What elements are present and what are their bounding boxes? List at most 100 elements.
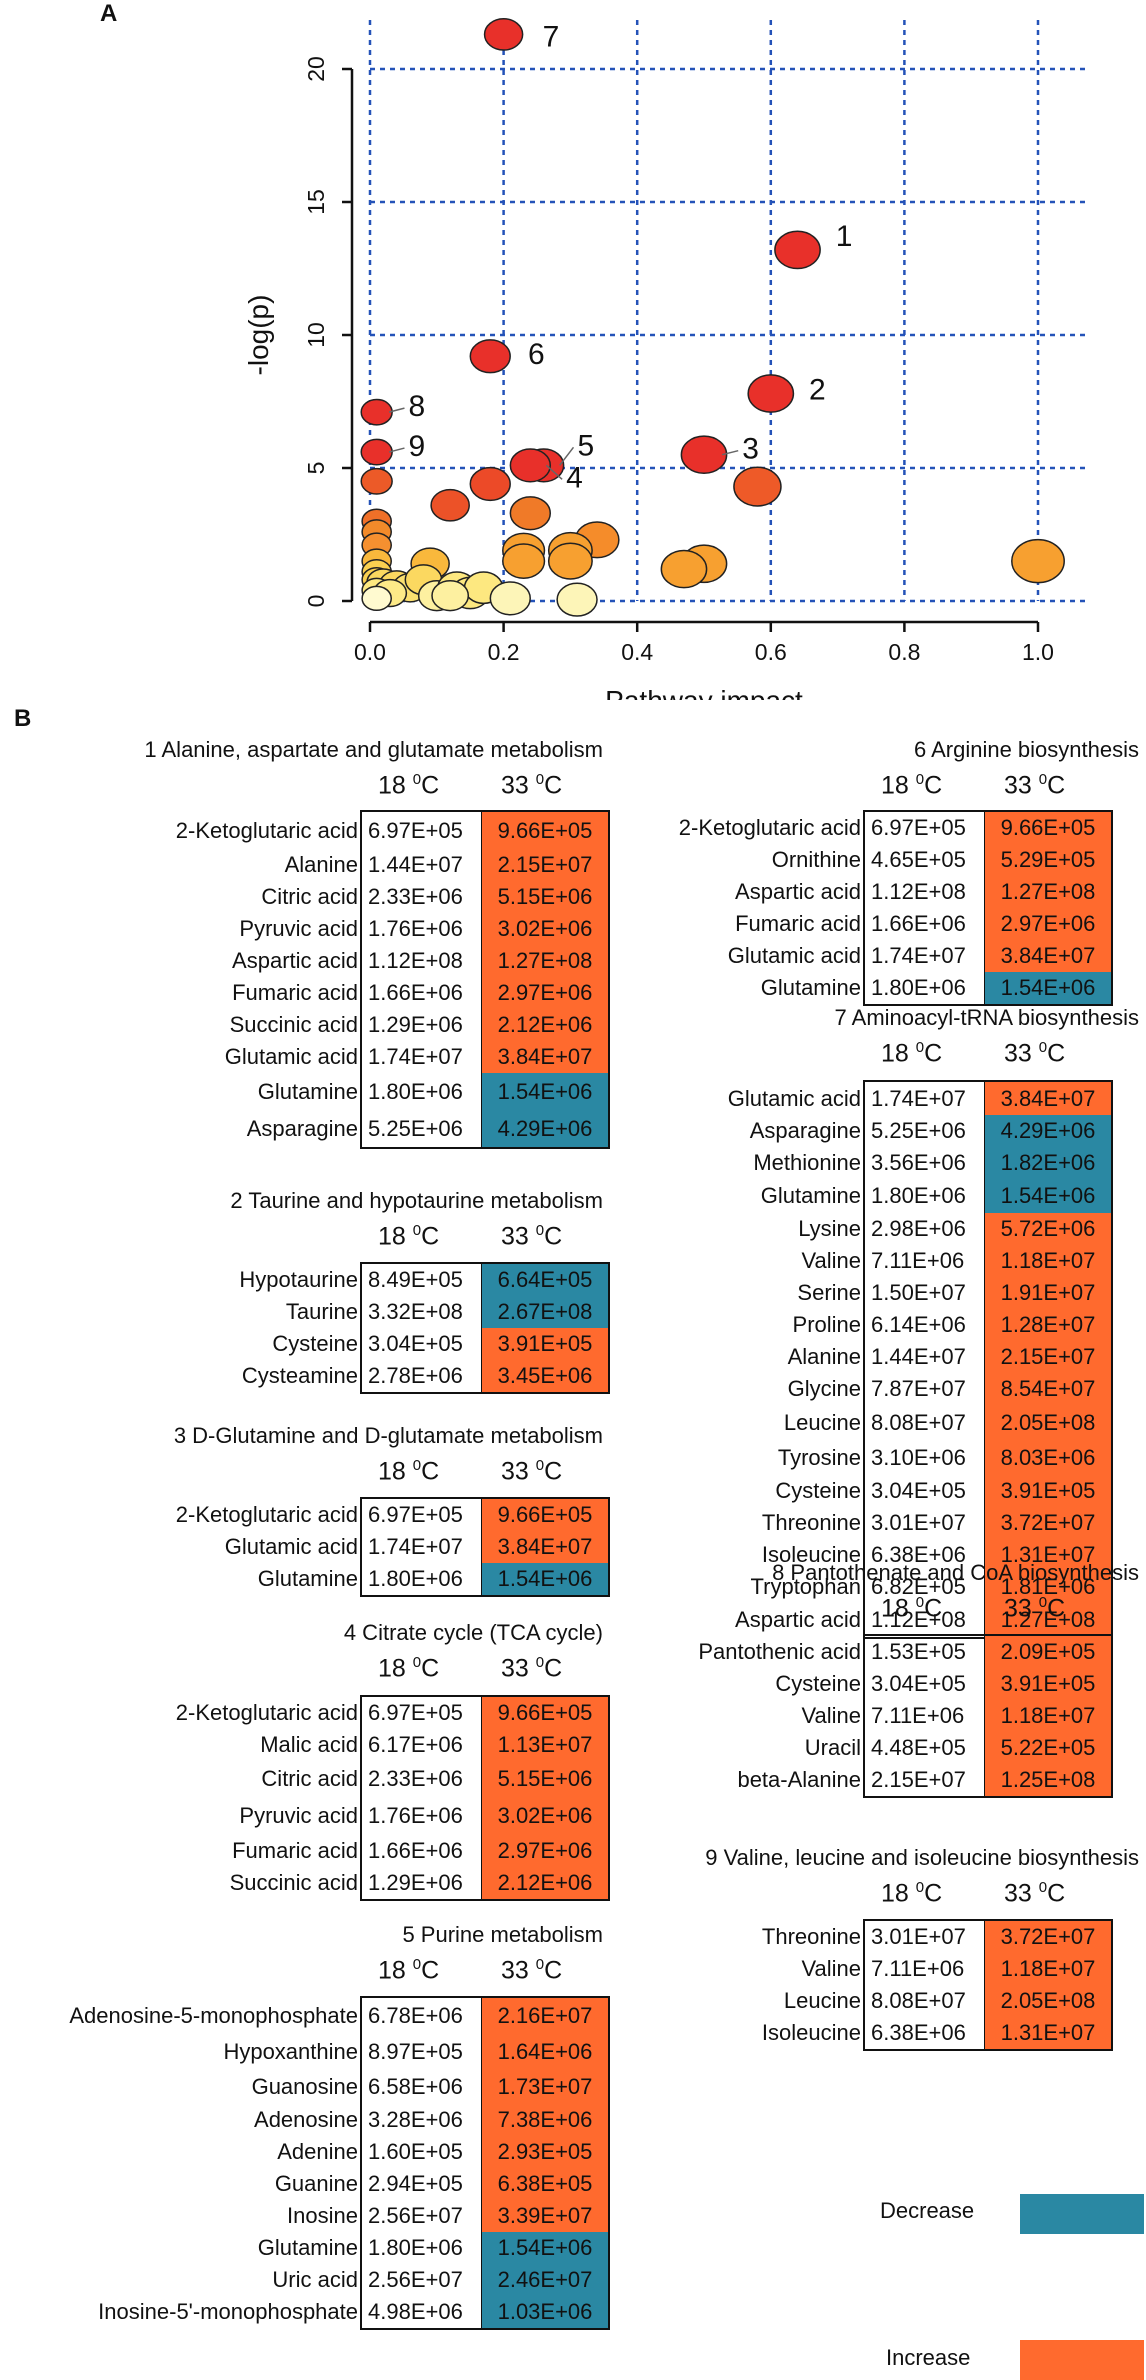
temperature-header: 33 0C bbox=[501, 1222, 563, 1251]
table-row: Alanine 1.44E+07 2.15E+07 bbox=[285, 849, 608, 881]
value-18c: 3.32E+08 bbox=[362, 1296, 482, 1328]
value-33c: 8.03E+06 bbox=[985, 1441, 1111, 1475]
table-row: Tryptophan 6.82E+05 1.81E+06 bbox=[751, 1571, 1111, 1603]
value-18c: 7.11E+06 bbox=[865, 1245, 985, 1277]
value-33c: 4.29E+06 bbox=[482, 1110, 608, 1147]
value-18c: 1.80E+06 bbox=[865, 972, 985, 1004]
pathway-title: 4 Citrate cycle (TCA cycle) bbox=[343, 1620, 603, 1645]
pathway-title: 7 Aminoacyl-tRNA biosynthesis bbox=[834, 1005, 1139, 1030]
value-33c: 1.13E+07 bbox=[482, 1729, 608, 1761]
value-33c: 1.54E+06 bbox=[482, 1073, 608, 1110]
data-point bbox=[680, 435, 728, 475]
table-row: Cysteine 3.04E+05 3.91E+05 bbox=[775, 1475, 1111, 1507]
table-row: 2-Ketoglutaric acid 6.97E+05 9.66E+05 bbox=[679, 812, 1111, 844]
value-33c: 3.39E+07 bbox=[482, 2200, 608, 2232]
temperature-header: 33 0C bbox=[501, 771, 563, 800]
table-row: Leucine 8.08E+07 2.05E+08 bbox=[784, 1985, 1111, 2017]
point-label: 8 bbox=[408, 390, 425, 423]
pathway-title: 2 Taurine and hypotaurine metabolism bbox=[230, 1188, 603, 1213]
data-point bbox=[509, 496, 552, 531]
data-point bbox=[361, 585, 392, 612]
value-33c: 1.18E+07 bbox=[985, 1953, 1111, 1985]
table-row: Fumaric acid 1.66E+06 2.97E+06 bbox=[735, 908, 1111, 940]
pathway-title: 6 Arginine biosynthesis bbox=[913, 737, 1139, 762]
y-tick-label: 5 bbox=[303, 462, 329, 475]
metabolite-name: 2-Ketoglutaric acid bbox=[678, 815, 861, 840]
metabolite-name: Aspartic acid bbox=[232, 948, 358, 973]
data-point bbox=[469, 339, 511, 374]
data-point bbox=[489, 581, 531, 616]
metabolite-name: Hypoxanthine bbox=[223, 2039, 358, 2064]
value-18c: 6.97E+05 bbox=[362, 812, 482, 849]
point-label: 5 bbox=[577, 429, 594, 462]
value-18c: 3.01E+07 bbox=[865, 1507, 985, 1539]
value-33c: 6.64E+05 bbox=[482, 1264, 608, 1296]
panel-label-b: B bbox=[14, 705, 32, 732]
metabolite-name: Guanine bbox=[274, 2171, 358, 2196]
value-18c: 2.56E+07 bbox=[362, 2264, 482, 2296]
value-18c: 1.44E+07 bbox=[362, 849, 482, 881]
pathway-table: Hypotaurine 8.49E+05 6.64E+05 Taurine 3.32E+… bbox=[239, 1262, 610, 1394]
table-row: Glutamic acid 1.74E+07 3.84E+07 bbox=[225, 1041, 608, 1073]
value-33c: 2.16E+07 bbox=[482, 1998, 608, 2034]
table-row: Inosine-5'-monophosphate 4.98E+06 1.03E+06 bbox=[98, 2296, 608, 2328]
metabolite-name: Glutamic acid bbox=[224, 1044, 358, 1069]
table-row: Valine 7.11E+06 1.18E+07 bbox=[801, 1245, 1111, 1277]
point-label: 6 bbox=[528, 338, 545, 371]
value-33c: 1.81E+06 bbox=[985, 1571, 1111, 1603]
value-18c: 3.10E+06 bbox=[865, 1441, 985, 1475]
value-33c: 5.72E+06 bbox=[985, 1213, 1111, 1245]
pathway-title: 1 Alanine, aspartate and glutamate metab… bbox=[144, 737, 603, 762]
metabolite-name: Cysteine bbox=[775, 1478, 861, 1503]
table-row: Citric acid 2.33E+06 5.15E+06 bbox=[261, 881, 608, 913]
value-18c: 3.28E+06 bbox=[362, 2104, 482, 2136]
table-row: Malic acid 6.17E+06 1.13E+07 bbox=[260, 1729, 608, 1761]
table-row: Threonine 3.01E+07 3.72E+07 bbox=[762, 1921, 1111, 1953]
value-18c: 2.98E+06 bbox=[865, 1213, 985, 1245]
table-row: Aspartic acid 1.12E+08 1.27E+08 bbox=[735, 876, 1111, 908]
metabolite-name: Isoleucine bbox=[761, 2020, 861, 2045]
metabolite-name: Glutamine bbox=[257, 1079, 358, 1104]
table-row: Guanine 2.94E+05 6.38E+05 bbox=[275, 2168, 608, 2200]
value-33c: 3.84E+07 bbox=[482, 1041, 608, 1073]
value-18c: 1.80E+06 bbox=[865, 1179, 985, 1213]
table-row: Succinic acid 1.29E+06 2.12E+06 bbox=[230, 1867, 608, 1899]
table-row: Adenine 1.60E+05 2.93E+05 bbox=[277, 2136, 608, 2168]
metabolite-name: Tryptophan bbox=[750, 1574, 861, 1599]
value-33c: 9.66E+05 bbox=[985, 812, 1111, 844]
value-18c: 1.50E+07 bbox=[865, 1277, 985, 1309]
value-33c: 1.03E+06 bbox=[482, 2296, 608, 2328]
metabolite-name: Fumaric acid bbox=[735, 911, 861, 936]
value-33c: 3.84E+07 bbox=[985, 940, 1111, 972]
data-point bbox=[556, 582, 598, 617]
table-row: Leucine 8.08E+07 2.05E+08 bbox=[784, 1405, 1111, 1441]
metabolite-name: beta-Alanine bbox=[737, 1767, 861, 1792]
value-33c: 1.54E+06 bbox=[985, 972, 1111, 1004]
metabolite-name: 2-Ketoglutaric acid bbox=[175, 1700, 358, 1725]
metabolite-name: Inosine-5'-monophosphate bbox=[98, 2299, 358, 2324]
metabolite-name: Uracil bbox=[804, 1735, 861, 1760]
x-tick-label: 0.4 bbox=[621, 639, 653, 665]
value-33c: 3.84E+07 bbox=[985, 1082, 1111, 1115]
metabolite-name: Proline bbox=[792, 1312, 861, 1337]
table-row: Isoleucine 6.38E+06 1.31E+07 bbox=[762, 2017, 1111, 2049]
value-18c: 3.01E+07 bbox=[865, 1921, 985, 1953]
value-18c: 1.66E+06 bbox=[362, 1835, 482, 1867]
table-row: Aspartic acid 1.12E+08 1.27E+08 bbox=[232, 945, 608, 977]
legend-increase-swatch bbox=[1020, 2340, 1144, 2380]
table-row: Valine 7.11E+06 1.18E+07 bbox=[801, 1700, 1111, 1732]
table-row: Tyrosine 3.10E+06 8.03E+06 bbox=[778, 1441, 1111, 1475]
value-18c: 2.33E+06 bbox=[362, 881, 482, 913]
point-label: 7 bbox=[543, 20, 560, 53]
metabolite-name: Glutamine bbox=[257, 1566, 358, 1591]
table-row: Hypotaurine 8.49E+05 6.64E+05 bbox=[239, 1264, 608, 1296]
temperature-header: 18 0C bbox=[378, 1956, 440, 1985]
value-18c: 4.48E+05 bbox=[865, 1732, 985, 1764]
metabolite-name: Glutamine bbox=[760, 975, 861, 1000]
data-point bbox=[360, 438, 393, 466]
x-tick-label: 1.0 bbox=[1022, 639, 1054, 665]
value-33c: 1.54E+06 bbox=[482, 1563, 608, 1595]
data-point bbox=[360, 398, 393, 426]
value-33c: 6.38E+05 bbox=[482, 2168, 608, 2200]
value-33c: 1.73E+07 bbox=[482, 2069, 608, 2104]
